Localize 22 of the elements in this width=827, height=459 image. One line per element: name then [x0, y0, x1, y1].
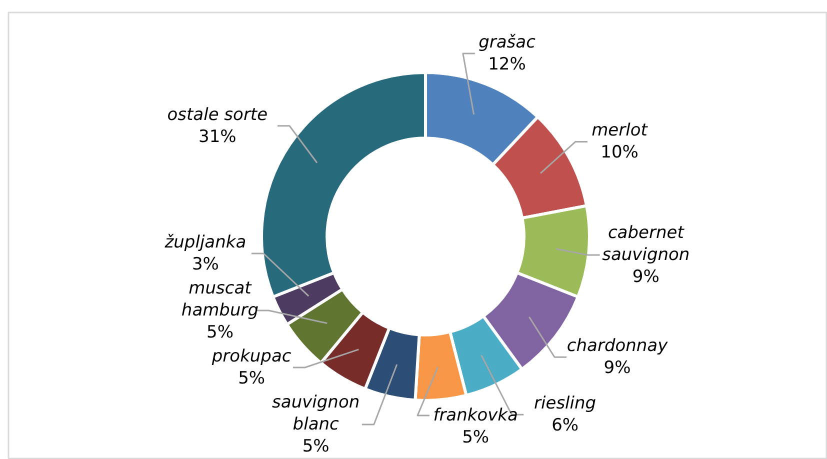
data-label: 6%	[552, 416, 579, 436]
data-label: 9%	[604, 358, 631, 378]
slice-label: chardonnay	[566, 336, 669, 356]
slice-label: muscat hamburg	[181, 278, 259, 321]
data-label: 5%	[462, 428, 490, 448]
slice-label: prokupac	[210, 346, 292, 366]
slice-label: merlot	[592, 120, 649, 141]
slice-label: frankovka	[433, 406, 518, 426]
data-label: 5%	[238, 368, 266, 388]
data-label: 5%	[206, 322, 234, 342]
slice-label: sauvignon blanc	[272, 392, 360, 435]
data-label: 9%	[632, 267, 660, 288]
slice-label: ostale sorte	[167, 104, 268, 125]
data-label: 31%	[198, 126, 236, 147]
slice-label: župljanka	[164, 232, 246, 252]
data-label: 10%	[600, 142, 638, 163]
data-label: 12%	[488, 54, 526, 75]
slice-label: grašac	[478, 32, 536, 53]
data-label: 5%	[302, 436, 330, 456]
data-label: 3%	[192, 254, 219, 274]
slice-label: riesling	[534, 394, 596, 414]
slice-label: cabernet sauvignon	[602, 222, 690, 266]
